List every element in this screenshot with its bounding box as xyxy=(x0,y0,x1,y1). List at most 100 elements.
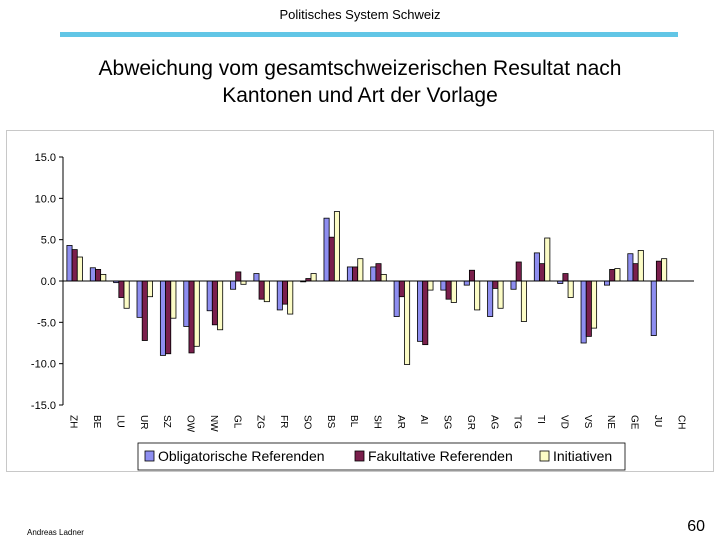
bar-NE-1 xyxy=(604,280,611,286)
bar-JU-2 xyxy=(655,260,662,282)
bar-LU-3 xyxy=(123,280,130,309)
x-tick-label: SH xyxy=(372,415,383,429)
bar-LU-2 xyxy=(118,280,125,298)
bar-VS-1 xyxy=(580,280,587,344)
title-line-1: Abweichung vom gesamtschweizerischen Res… xyxy=(98,57,622,80)
x-tick-label: SO xyxy=(301,415,312,430)
bar-BE-3 xyxy=(100,273,107,282)
bar-GL-1 xyxy=(230,280,237,290)
bar-AI-1 xyxy=(417,280,424,342)
bar-VD-3 xyxy=(567,280,574,298)
bar-ZH-3 xyxy=(76,256,83,282)
bar-SO-3 xyxy=(310,273,317,282)
bar-OW-2 xyxy=(188,280,195,354)
bar-GE-1 xyxy=(627,253,634,282)
y-tick-label: -10.0 xyxy=(31,359,56,371)
chart-frame: 15.0 10.0 5.0 0.0 -5.0 -10.0 -15.0 ZH BE LU UR SZ OW… xyxy=(6,130,714,472)
x-tick-label: TG xyxy=(512,415,523,429)
bar-AR-2 xyxy=(398,280,405,298)
bar-GR-3 xyxy=(474,280,481,311)
x-tick-label: UR xyxy=(138,415,149,429)
bar-NE-3 xyxy=(614,268,621,282)
bar-SG-1 xyxy=(440,280,447,291)
legend-swatch-1 xyxy=(144,450,155,462)
bar-SH-1 xyxy=(370,266,377,282)
x-tick-label: FR xyxy=(278,415,289,428)
bar-OW-3 xyxy=(193,280,200,347)
bar-TG-1 xyxy=(510,280,517,290)
bar-FR-2 xyxy=(282,280,289,305)
legend-label-3: Initiativen xyxy=(553,448,612,464)
bar-JU-3 xyxy=(661,258,668,282)
bar-TG-3 xyxy=(520,280,527,322)
bar-TI-2 xyxy=(539,263,546,282)
x-tick-label: AG xyxy=(488,415,499,430)
bar-FR-3 xyxy=(287,280,294,315)
bar-ZH-1 xyxy=(66,245,73,282)
bar-BL-1 xyxy=(346,266,353,282)
bar-VS-3 xyxy=(591,280,598,329)
legend-label-2: Fakultative Referenden xyxy=(368,448,513,464)
y-tick-label: 15.0 xyxy=(35,152,56,164)
bar-ZG-1 xyxy=(253,273,260,282)
x-tick-label: BL xyxy=(348,415,359,428)
x-tick-label: LU xyxy=(114,415,125,428)
x-tick-label: GL xyxy=(231,415,242,429)
x-tick-label: BS xyxy=(325,415,336,429)
bar-GL-2 xyxy=(235,271,242,282)
bar-AG-2 xyxy=(492,280,499,289)
x-tick-label: SZ xyxy=(161,415,172,428)
bar-SG-2 xyxy=(445,280,452,300)
bar-NW-2 xyxy=(211,280,218,326)
x-tick-label: OW xyxy=(185,415,196,433)
bar-BS-2 xyxy=(328,236,335,282)
bar-SH-3 xyxy=(380,273,387,282)
bar-NE-2 xyxy=(609,269,616,282)
bar-GE-2 xyxy=(632,263,639,282)
page-number: 60 xyxy=(687,518,705,535)
x-tick-label: NW xyxy=(208,415,219,432)
bar-TG-2 xyxy=(515,261,522,282)
bar-BL-3 xyxy=(357,258,364,282)
slide-header: Politisches System Schweiz xyxy=(279,7,441,22)
x-tick-label: ZH xyxy=(68,415,79,428)
x-tick-label: GR xyxy=(465,415,476,430)
bar-UR-1 xyxy=(136,280,143,318)
x-tick-label: JU xyxy=(652,415,663,427)
bar-SZ-1 xyxy=(159,280,166,356)
bar-NW-3 xyxy=(217,280,224,331)
x-tick-label: AR xyxy=(395,415,406,429)
bar-JU-1 xyxy=(650,280,657,336)
title-line-2: Kantonen und Art der Vorlage xyxy=(222,84,498,107)
y-tick-label: -5.0 xyxy=(37,317,56,329)
bar-BE-1 xyxy=(89,267,96,282)
y-tick-label: 5.0 xyxy=(41,235,56,247)
y-tick-label: 0.0 xyxy=(41,276,56,288)
bar-BE-2 xyxy=(95,269,102,282)
x-tick-label: VS xyxy=(582,415,593,429)
bar-VD-2 xyxy=(562,273,569,282)
y-tick-label: -15.0 xyxy=(31,400,56,412)
bar-AR-1 xyxy=(393,280,400,317)
bar-TI-1 xyxy=(533,252,540,282)
bar-GR-2 xyxy=(468,269,475,282)
bar-ZG-2 xyxy=(258,280,265,300)
bar-UR-3 xyxy=(146,280,153,298)
bar-GE-3 xyxy=(637,250,644,282)
bar-BS-1 xyxy=(323,217,330,282)
header-rule xyxy=(60,32,678,37)
x-tick-label: BE xyxy=(91,415,102,429)
bar-FR-1 xyxy=(276,280,283,311)
legend-swatch-3 xyxy=(539,450,550,462)
legend-swatch-2 xyxy=(354,450,365,462)
bar-GR-1 xyxy=(463,280,470,286)
bar-AG-1 xyxy=(487,280,494,317)
bar-AI-2 xyxy=(422,280,429,346)
x-tick-label: NE xyxy=(605,415,616,429)
x-tick-label: GE xyxy=(629,415,640,430)
bar-AR-3 xyxy=(404,280,411,365)
bar-ZG-3 xyxy=(263,280,270,303)
bar-VS-2 xyxy=(585,280,592,337)
bar-SH-2 xyxy=(375,263,382,282)
slide-title: Abweichung vom gesamtschweizerischen Res… xyxy=(40,55,680,109)
